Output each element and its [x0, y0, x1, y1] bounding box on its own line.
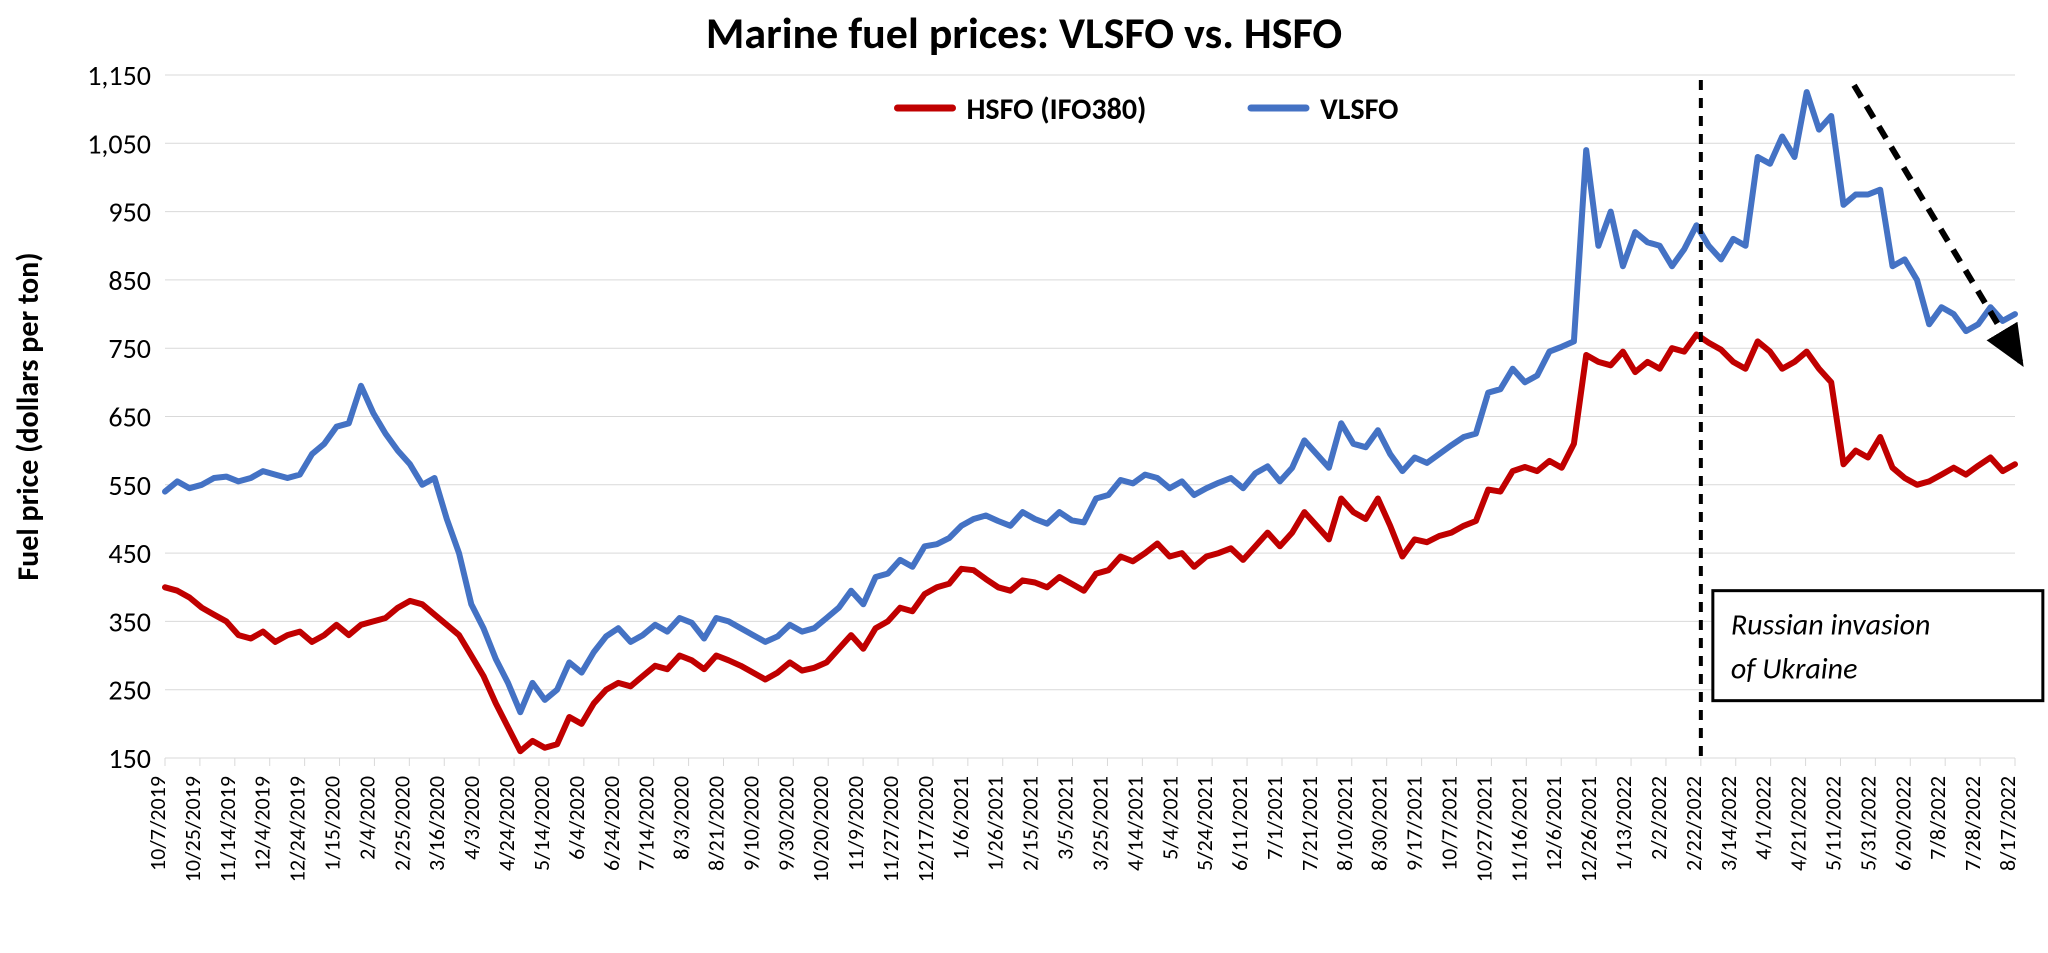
y-tick-label: 150	[108, 741, 151, 776]
y-tick-label: 950	[108, 195, 151, 230]
annotation-text-line1: Russian invasion	[1731, 607, 1931, 644]
y-tick-label: 450	[108, 536, 151, 571]
chart-title: Marine fuel prices: VLSFO vs. HSFO	[706, 6, 1342, 60]
x-tick-label: 1/6/2021	[947, 776, 974, 860]
x-tick-label: 7/8/2022	[1924, 776, 1951, 860]
x-tick-label: 4/21/2022	[1785, 776, 1812, 871]
x-tick-label: 10/27/2021	[1470, 776, 1497, 882]
x-tick-label: 12/6/2021	[1540, 776, 1567, 871]
x-tick-label: 5/4/2021	[1156, 776, 1183, 860]
x-tick-label: 3/14/2022	[1715, 776, 1742, 871]
x-tick-label: 7/28/2022	[1959, 776, 1986, 871]
y-tick-label: 650	[108, 400, 151, 435]
legend-label: HSFO (IFO380)	[967, 91, 1147, 128]
x-tick-label: 6/4/2020	[563, 776, 590, 860]
x-tick-label: 10/7/2021	[1436, 776, 1463, 871]
x-tick-label: 2/15/2021	[1017, 776, 1044, 871]
x-tick-label: 6/20/2022	[1889, 776, 1916, 871]
x-tick-label: 8/17/2022	[1994, 776, 2021, 871]
x-tick-label: 5/24/2021	[1191, 776, 1218, 871]
x-tick-label: 11/14/2019	[214, 776, 241, 882]
x-tick-label: 2/25/2020	[388, 776, 415, 871]
chart-svg: Marine fuel prices: VLSFO vs. HSFO 150 250…	[0, 0, 2048, 953]
x-tick-label: 4/3/2020	[458, 776, 485, 860]
x-tick-label: 1/13/2022	[1610, 776, 1637, 871]
y-axis-label: Fuel price (dollars per ton)	[10, 252, 47, 580]
x-tick-label: 12/26/2021	[1575, 776, 1602, 882]
x-tick-label: 7/14/2020	[633, 776, 660, 871]
x-tick-label: 2/2/2022	[1645, 776, 1672, 860]
x-tick-label: 2/4/2020	[353, 776, 380, 860]
x-tick-label: 10/25/2019	[179, 776, 206, 882]
x-tick-label: 11/16/2021	[1505, 776, 1532, 882]
x-tick-label: 4/1/2022	[1750, 776, 1777, 860]
x-tick-label: 1/26/2021	[982, 776, 1009, 871]
x-tick-label: 1/15/2020	[319, 776, 346, 871]
x-tick-label: 6/24/2020	[598, 776, 625, 871]
x-tick-label: 5/14/2020	[528, 776, 555, 871]
x-tick-label: 8/30/2021	[1366, 776, 1393, 871]
annotation-text-line2: of Ukraine	[1731, 651, 1858, 688]
y-tick-label: 350	[108, 604, 151, 639]
y-tick-label: 850	[108, 263, 151, 298]
x-tick-label: 4/24/2020	[493, 776, 520, 871]
x-tick-label: 4/14/2021	[1121, 776, 1148, 871]
chart-container: Marine fuel prices: VLSFO vs. HSFO 150 250…	[0, 0, 2048, 953]
x-tick-label: 10/20/2020	[807, 776, 834, 882]
x-tick-label: 9/30/2020	[772, 776, 799, 871]
x-tick-label: 10/7/2019	[144, 776, 171, 871]
x-tick-label: 8/21/2020	[702, 776, 729, 871]
x-tick-label: 8/3/2020	[668, 776, 695, 860]
x-tick-label: 8/10/2021	[1331, 776, 1358, 871]
y-tick-label: 550	[108, 468, 151, 503]
x-tick-label: 5/31/2022	[1854, 776, 1881, 871]
x-tick-label: 12/24/2019	[284, 776, 311, 882]
legend-label: VLSFO	[1320, 91, 1398, 128]
x-tick-label: 7/21/2021	[1296, 776, 1323, 871]
x-tick-label: 7/1/2021	[1261, 776, 1288, 860]
x-tick-label: 9/17/2021	[1401, 776, 1428, 871]
x-tick-label: 3/25/2021	[1086, 776, 1113, 871]
x-tick-label: 12/17/2020	[912, 776, 939, 882]
y-tick-label: 1,050	[87, 126, 151, 161]
y-tick-label: 250	[108, 673, 151, 708]
x-tick-label: 6/11/2021	[1226, 776, 1253, 871]
y-tick-label: 750	[108, 331, 151, 366]
x-tick-label: 12/4/2019	[249, 776, 276, 871]
x-tick-label: 2/22/2022	[1680, 776, 1707, 871]
x-tick-label: 11/27/2020	[877, 776, 904, 882]
x-tick-label: 11/9/2020	[842, 776, 869, 871]
x-tick-label: 3/16/2020	[423, 776, 450, 871]
y-tick-label: 1,150	[87, 58, 151, 93]
x-tick-label: 3/5/2021	[1052, 776, 1079, 860]
x-tick-label: 9/10/2020	[737, 776, 764, 871]
x-tick-label: 5/11/2022	[1819, 776, 1846, 871]
